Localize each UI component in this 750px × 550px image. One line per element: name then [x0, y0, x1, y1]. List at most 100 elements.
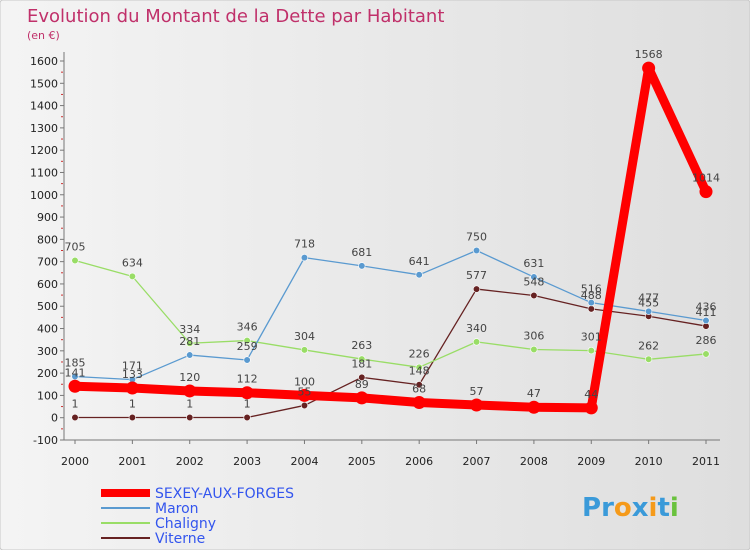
data-point-sexey-aux-forges [412, 396, 426, 410]
data-label-chaligny: 301 [581, 331, 602, 344]
data-label-maron: 171 [122, 360, 143, 373]
chart-title: Evolution du Montant de la Dette par Hab… [27, 6, 444, 27]
x-tick-label: 2002 [176, 455, 204, 468]
data-label-sexey-aux-forges: 68 [412, 383, 426, 396]
data-label-chaligny: 226 [409, 347, 430, 360]
data-point-sexey-aux-forges [699, 185, 713, 199]
data-label-maron: 641 [409, 255, 430, 268]
data-point-maron [243, 356, 251, 364]
y-tick-label: 300 [37, 345, 58, 358]
data-point-sexey-aux-forges [125, 381, 139, 395]
data-point-viterne [587, 305, 595, 313]
data-point-maron [415, 271, 423, 279]
series-line-maron [74, 249, 707, 381]
data-point-maron [300, 254, 309, 262]
logo-letter: o [614, 493, 632, 523]
data-point-viterne [358, 373, 366, 381]
x-ticks: 2000 2001 2002 2003 2004 2005 2006 2007 2008 2009… [61, 440, 720, 468]
x-tick-label: 2007 [463, 455, 491, 468]
data-point-sexey-aux-forges [240, 386, 254, 400]
data-point-chaligny [300, 346, 309, 354]
data-point-maron [472, 246, 481, 255]
x-tick-label: 2009 [577, 455, 605, 468]
data-label-chaligny: 334 [179, 323, 200, 336]
data-point-viterne [71, 413, 79, 422]
data-point-chaligny [358, 355, 366, 363]
data-point-sexey-aux-forges [355, 391, 369, 405]
logo-letter: i [649, 493, 658, 523]
data-label-maron: 516 [581, 283, 602, 296]
y-tick-label: 200 [37, 367, 58, 380]
data-label-sexey-aux-forges: 120 [179, 371, 200, 384]
data-point-viterne [128, 413, 136, 422]
y-tick-label: 800 [37, 233, 58, 246]
data-point-viterne [186, 413, 194, 422]
legend-label-sexey-aux-forges: SEXEY-AUX-FORGES [155, 486, 294, 502]
logo-letter: t [657, 493, 669, 523]
y-tick-label: 100 [37, 389, 58, 402]
data-point-viterne [243, 413, 251, 422]
y-tick-label: 400 [37, 323, 58, 336]
data-point-sexey-aux-forges [183, 384, 197, 398]
y-tick-label: 900 [37, 211, 58, 224]
data-label-maron: 259 [237, 340, 258, 353]
data-label-chaligny: 262 [638, 339, 659, 352]
data-label-sexey-aux-forges: 100 [294, 375, 315, 388]
legend-label-maron: Maron [155, 501, 199, 517]
data-label-maron: 436 [696, 301, 717, 314]
y-tick-label: 700 [37, 256, 58, 269]
data-label-chaligny: 634 [122, 256, 143, 269]
data-label-sexey-aux-forges: 112 [237, 373, 258, 386]
data-label-viterne: 548 [523, 276, 544, 289]
x-tick-label: 2010 [635, 455, 663, 468]
y-tick-label: 0 [51, 412, 58, 425]
logo-letter: r [601, 493, 614, 523]
data-label-viterne: 1 [186, 397, 193, 410]
x-tick-label: 2000 [61, 455, 89, 468]
data-point-viterne [300, 401, 309, 410]
data-label-sexey-aux-forges: 57 [470, 385, 484, 398]
data-point-maron [645, 307, 653, 315]
x-tick-label: 2011 [692, 455, 720, 468]
y-ticks: -100 0 100 200 300 400 500 600 700 800 900 1000 1100… [30, 55, 64, 447]
data-point-chaligny [415, 363, 423, 371]
logo-letter: x [632, 493, 649, 523]
data-point-maron [358, 262, 366, 270]
data-label-sexey-aux-forges: 44 [584, 388, 598, 401]
series-line-viterne [74, 288, 707, 419]
data-point-chaligny [472, 338, 481, 346]
data-point-viterne [415, 381, 423, 389]
logo-letter: P [582, 493, 601, 523]
data-label-maron: 718 [294, 238, 315, 251]
chart-subtitle: (en €) [27, 29, 60, 42]
data-label-chaligny: 705 [65, 241, 86, 254]
y-tick-label: 1500 [30, 77, 58, 90]
data-label-maron: 477 [638, 291, 659, 304]
data-label-viterne: 148 [409, 365, 430, 378]
data-point-maron [587, 299, 595, 307]
data-point-chaligny [645, 355, 653, 363]
data-label-viterne: 55 [297, 385, 311, 398]
data-point-chaligny [186, 339, 194, 347]
data-point-maron [530, 273, 538, 281]
y-tick-label: 1100 [30, 166, 58, 179]
data-point-chaligny [243, 336, 251, 345]
data-label-sexey-aux-forges: 89 [355, 378, 369, 391]
x-tick-label: 2008 [520, 455, 548, 468]
x-tick-label: 2004 [290, 455, 318, 468]
data-label-sexey-aux-forges: 141 [65, 366, 86, 379]
y-tick-label: -100 [33, 434, 58, 447]
data-label-chaligny: 346 [237, 321, 258, 334]
data-label-chaligny: 286 [696, 334, 717, 347]
data-point-sexey-aux-forges [470, 398, 484, 412]
data-point-chaligny [71, 256, 79, 265]
data-point-sexey-aux-forges [527, 400, 541, 414]
data-point-chaligny [128, 272, 136, 280]
data-label-maron: 185 [65, 356, 86, 369]
x-tick-label: 2001 [118, 455, 146, 468]
data-point-sexey-aux-forges [297, 388, 311, 402]
data-label-viterne: 488 [581, 289, 602, 302]
data-point-chaligny [530, 345, 538, 354]
